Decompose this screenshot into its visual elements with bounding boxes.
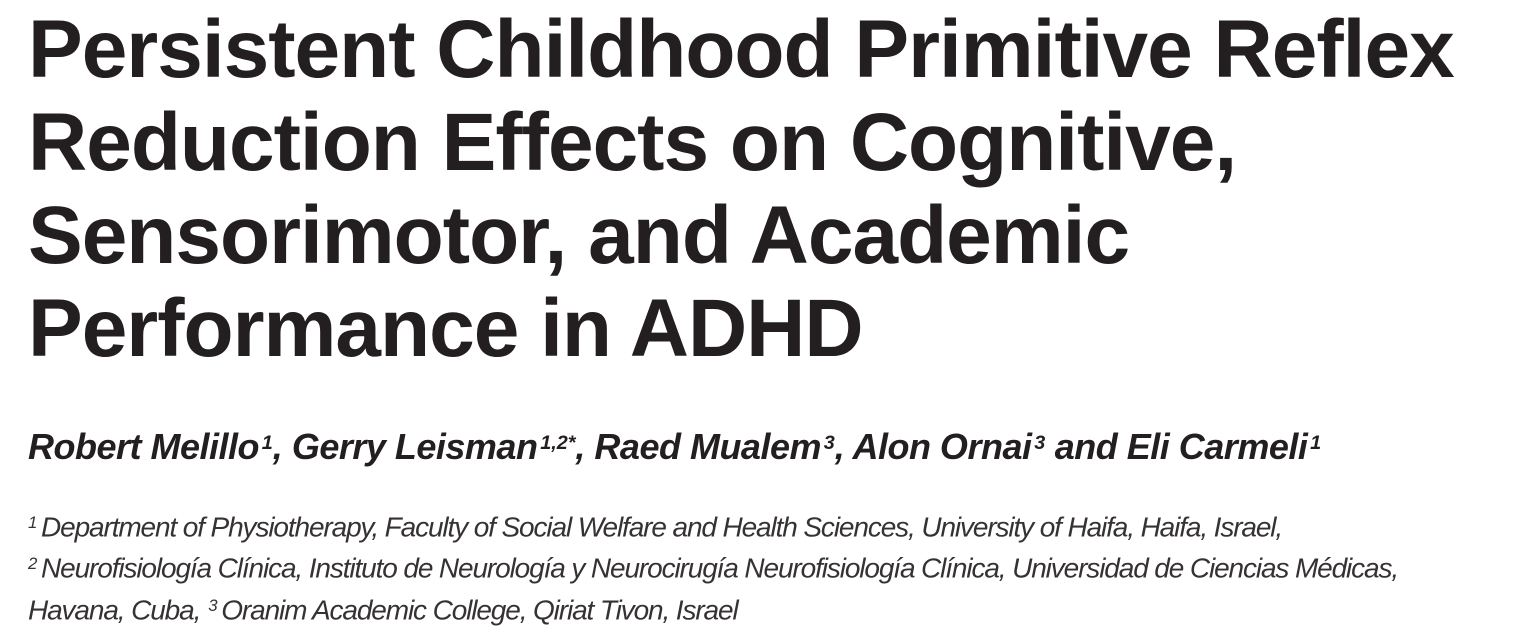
affiliations: 1 Department of Physiotherapy, Faculty of… <box>28 504 1399 626</box>
affiliation-superscript: 3 <box>208 595 218 615</box>
author-name: Raed Mualem <box>594 425 821 467</box>
paper-title-line-1: Persistent Childhood Primitive Reflex <box>28 4 1455 95</box>
author-affiliation-superscript: 1,2* <box>540 432 576 454</box>
affiliation-line-1: 1 Department of Physiotherapy, Faculty of… <box>28 504 1398 545</box>
author-name: Eli Carmeli <box>1126 425 1308 467</box>
author-affiliation-superscript: 1 <box>261 432 273 454</box>
affiliation-superscript: 1 <box>28 513 38 532</box>
author-name: Alon Ornai <box>852 425 1032 467</box>
affiliation-superscript: 2 <box>28 554 38 574</box>
paper-title-line-4: Performance in ADHD <box>28 283 864 374</box>
author-affiliation-superscript: 3 <box>1034 432 1046 454</box>
affiliation-text: Neurofisiología Clínica, Instituto de Ne… <box>41 552 1399 584</box>
author-name: Robert Melillo <box>28 425 260 467</box>
paper-title-line-2: Reduction Effects on Cognitive, <box>28 97 1237 188</box>
author-separator: , <box>575 425 595 467</box>
author-name: Gerry Leisman <box>291 425 538 467</box>
affiliation-text: Oranim Academic College, Qiriat Tivon, I… <box>221 594 738 626</box>
affiliation-line-3: Havana, Cuba, 3 Oranim Academic College, … <box>28 587 1398 626</box>
affiliation-text: Department of Physiotherapy, Faculty of … <box>41 511 1283 543</box>
paper-title-line-3: Sensorimotor, and Academic <box>28 190 1130 281</box>
authors-line: Robert Melillo 1, Gerry Leisman 1,2*, Raed… <box>28 421 1321 469</box>
author-separator: , <box>834 425 853 467</box>
author-affiliation-superscript: 3 <box>823 432 835 454</box>
author-separator: , <box>272 425 292 467</box>
affiliation-line-2: 2 Neurofisiología Clínica, Instituto de N… <box>28 545 1399 586</box>
affiliation-pre-text: Havana, Cuba, <box>28 594 207 626</box>
paper-title: Persistent Childhood Primitive Reflex Re… <box>28 3 1455 375</box>
author-separator: and <box>1045 425 1127 467</box>
author-affiliation-superscript: 1 <box>1310 432 1322 454</box>
